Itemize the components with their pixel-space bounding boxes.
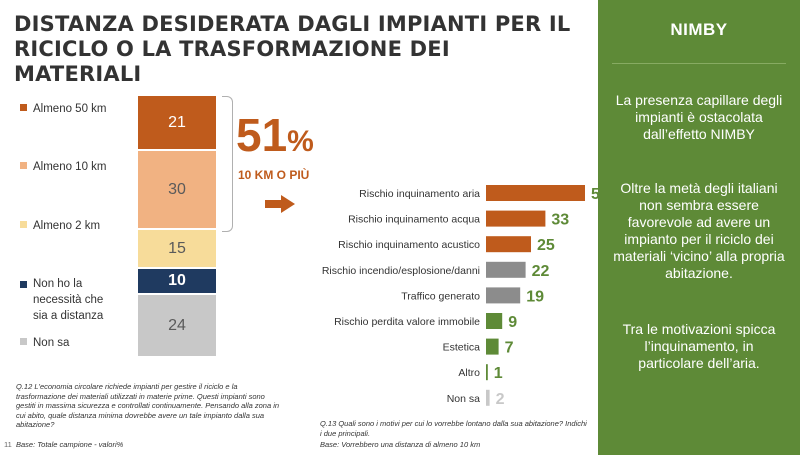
bar-label: Non sa: [447, 393, 480, 405]
question-note-right: Q.13 Quali sono i motivi per cui lo vorr…: [320, 419, 587, 438]
stack-legend-label: Almeno 50 km: [33, 103, 107, 115]
bar-value: 33: [551, 212, 569, 229]
bar-value: 25: [537, 237, 555, 254]
panel-title: NIMBY: [670, 20, 728, 39]
legend-swatch: [20, 281, 27, 288]
bar-label: Rischio inquinamento aria: [359, 188, 480, 200]
stack-legend-item: Non sa: [20, 335, 69, 351]
panel-paragraph: Tra le motivazioni spicca l’inquinamento…: [622, 321, 776, 371]
highlight-label: 10 KM O PIÙ: [238, 168, 310, 182]
bar: [486, 364, 488, 381]
stack-legend-item: Non ho la necessità che sia a distanza: [20, 276, 118, 324]
bar-value: 22: [532, 263, 550, 280]
bracket: [222, 96, 233, 232]
stack-segment-non-sa: 24: [138, 295, 216, 356]
bar-value: 2: [496, 391, 505, 408]
stack-legend-item: Almeno 10 km: [20, 159, 107, 175]
arrow-right-icon: [265, 195, 295, 213]
bar: [486, 338, 499, 355]
bar-value: 19: [526, 288, 544, 305]
legend-swatch: [20, 162, 27, 169]
horizontal-bar-chart: Rischio inquinamento aria 55 Rischio inqui…: [322, 185, 598, 408]
title-line-2: RICICLO O LA TRASFORMAZIONE DEI MATERIAL…: [14, 37, 450, 86]
bar-label: Rischio incendio/esplosione/danni: [322, 265, 480, 277]
stack-legend-label: Almeno 10 km: [33, 161, 107, 173]
legend-swatch: [20, 104, 27, 111]
stack-segment-2km: 15: [138, 230, 216, 267]
page-title: DISTANZA DESIDERATA DAGLI IMPIANTI PER I…: [14, 12, 584, 87]
base-note-right: Base: Vorrebbero una distanza di almeno …: [320, 440, 481, 449]
stack-legend-label: Non ho la necessità che sia a distanza: [33, 278, 104, 322]
bar-value: 9: [508, 314, 517, 331]
bar: [486, 236, 531, 253]
bar-label: Rischio inquinamento acqua: [348, 214, 480, 226]
stack-legend-item: Almeno 50 km: [20, 101, 107, 117]
page-number: 11: [4, 440, 12, 449]
stack-legend-label: Non sa: [33, 337, 70, 349]
stack-segment-10km: 30: [138, 151, 216, 228]
highlight-sign: %: [287, 125, 314, 158]
stack-legend-label: Almeno 2 km: [33, 220, 101, 232]
question-note-left: Q.12 L'economia circolare richiede impia…: [16, 382, 280, 429]
nimby-panel: NIMBY La presenza capillare degli impian…: [598, 0, 800, 455]
bar-label: Estetica: [443, 342, 481, 354]
bar: [486, 313, 503, 329]
stack-value: 15: [168, 239, 186, 257]
stack-value: 10: [168, 272, 186, 289]
bar-label: Rischio perdita valore immobile: [334, 316, 480, 328]
panel-divider: [612, 63, 786, 64]
highlight-value: 51: [236, 109, 288, 161]
bar: [486, 261, 526, 278]
legend-swatch: [20, 338, 27, 345]
bar: [486, 210, 546, 227]
stack-segment-no-need: 10: [138, 269, 216, 293]
bar: [486, 185, 585, 201]
bar-label: Altro: [458, 367, 480, 379]
stack-value: 24: [168, 316, 186, 334]
bar-label: Traffico generato: [401, 290, 480, 302]
stack-segment-50km: 21: [138, 96, 216, 149]
title-line-1: DISTANZA DESIDERATA DAGLI IMPIANTI PER I…: [14, 12, 571, 36]
bar: [486, 389, 490, 406]
stack-value: 30: [168, 180, 186, 198]
panel-paragraph: Oltre la metà degli italiani non sembra …: [613, 180, 785, 281]
bar-value: 55: [591, 186, 598, 203]
bar-value: 7: [505, 340, 514, 357]
stack-legend-item: Almeno 2 km: [20, 218, 100, 234]
bar: [486, 287, 521, 304]
bar-value: 1: [494, 365, 503, 382]
base-note-left: Base: Totale campione - valori%: [16, 440, 124, 449]
bar-label: Rischio inquinamento acustico: [338, 239, 480, 251]
highlight-percentage: 51%: [236, 110, 314, 167]
legend-swatch: [20, 221, 27, 228]
panel-paragraph: La presenza capillare degli impianti è o…: [615, 92, 783, 142]
stack-value: 21: [168, 113, 186, 131]
